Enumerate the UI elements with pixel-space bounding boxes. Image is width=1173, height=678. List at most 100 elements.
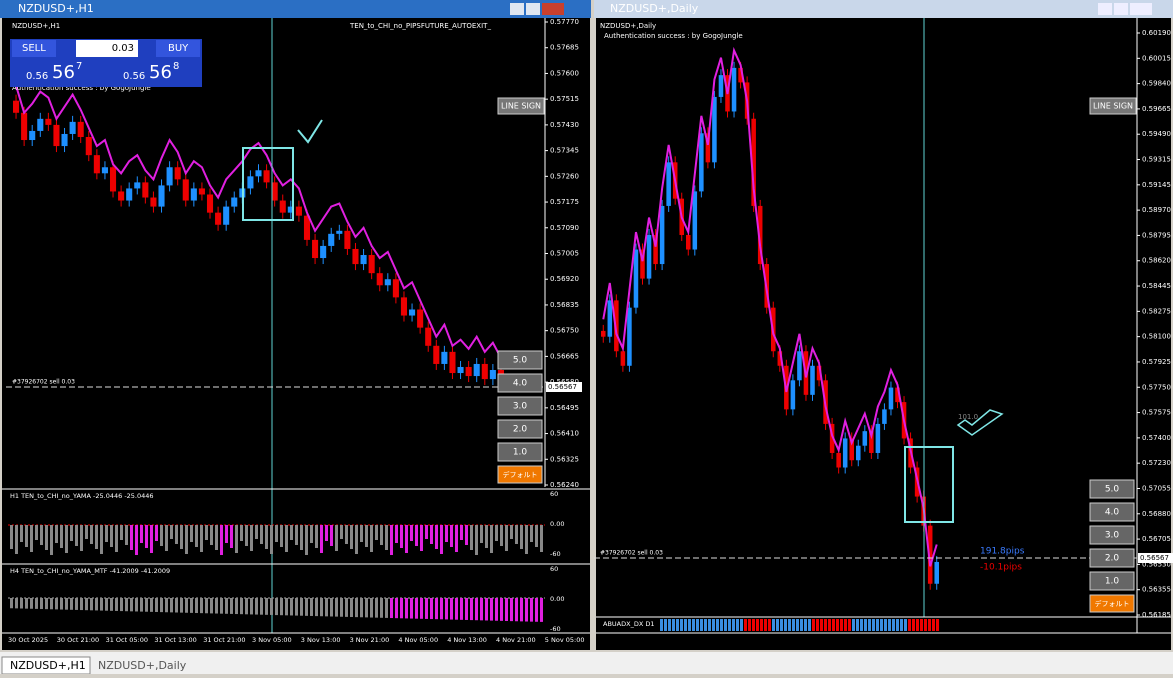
lot-button[interactable] [497,465,543,484]
price-label: 0.57400 [1142,434,1171,442]
histogram-bar [80,598,83,611]
buy-label[interactable]: BUY [168,43,189,54]
adx-bar [668,619,671,631]
lot-button[interactable] [497,350,543,370]
histogram-bar [55,525,58,543]
histogram-bar [85,598,88,611]
histogram-bar [160,598,163,613]
histogram-bar [110,598,113,611]
lot-button[interactable] [1089,479,1135,499]
lot-button-label[interactable]: 1.0 [513,448,528,458]
adx-bar [880,619,883,631]
candle [198,188,205,195]
histogram-bar [540,525,543,552]
price-label: 0.58795 [1142,231,1171,239]
line-sign-label[interactable]: LINE SIGN [501,102,541,111]
close-button[interactable] [1130,3,1152,15]
line-sign-button[interactable] [1089,97,1137,115]
histogram-bar [490,598,493,621]
lot-button-label[interactable]: 3.0 [513,402,528,412]
adx-bar [920,619,923,631]
histogram-bar [260,525,263,544]
maximize-button[interactable] [1114,3,1128,15]
lot-button[interactable] [1089,502,1135,522]
lot-button[interactable] [497,373,543,393]
candle [640,249,645,279]
lot-input[interactable] [76,40,138,57]
lot-button-label[interactable]: 2.0 [1105,554,1120,564]
time-label: 4 Nov 21:00 [496,636,536,644]
line-sign-label[interactable]: LINE SIGN [1093,102,1133,111]
tab-label[interactable]: NZDUSD+,H1 [10,659,86,672]
lot-button[interactable] [1089,571,1135,591]
lot-button[interactable] [497,396,543,416]
candle [45,118,52,125]
chart-label: NZDUSD+,Daily [600,22,656,30]
lot-button[interactable] [497,442,543,462]
lot-button[interactable] [1089,594,1135,613]
lot-button-label[interactable]: 5.0 [513,356,528,366]
lot-value[interactable]: 0.03 [112,43,134,54]
lot-button-label[interactable]: デフォルト [1095,599,1130,608]
histogram-bar [380,525,383,545]
line-sign-button[interactable] [497,97,545,115]
lot-button-label[interactable]: デフォルト [503,470,538,479]
histogram-bar [205,598,208,614]
minimize-button[interactable] [1098,3,1112,15]
histogram-bar [50,598,53,610]
candle [134,182,141,189]
minimize-button[interactable] [510,3,524,15]
sell-label[interactable]: SELL [22,43,46,54]
price-label: 0.57575 [1142,409,1171,417]
histogram-bar [385,525,388,550]
highlight-box [242,147,294,221]
lot-button-label[interactable]: 4.0 [1105,508,1120,518]
lot-button-label[interactable]: 1.0 [1105,577,1120,587]
candle [69,121,76,134]
maximize-button[interactable] [526,3,540,15]
candle [77,121,84,137]
histogram-bar [275,525,278,542]
candle [53,124,60,147]
level-label: 101.0 [958,413,978,421]
lot-button[interactable] [1089,525,1135,545]
histogram-bar [155,598,158,612]
lot-button[interactable] [1089,548,1135,568]
histogram-bar [250,525,253,551]
candle [13,100,20,113]
tab-label[interactable]: NZDUSD+,Daily [98,659,187,672]
close-button[interactable] [542,3,564,15]
adx-bar [756,619,759,631]
candle [174,167,181,180]
adx-bar [932,619,935,631]
adx-bar [904,619,907,631]
candle [247,176,254,189]
histogram-bar [500,598,503,621]
lot-button-label[interactable]: 4.0 [513,379,528,389]
histogram-bar [505,525,508,551]
histogram-bar [465,525,468,545]
price-tag [546,382,582,392]
histogram-bar [220,525,223,555]
price-label: 0.58100 [1142,333,1171,341]
histogram-bar [450,525,453,547]
buy-button[interactable] [156,40,200,57]
histogram-bar [245,525,248,546]
candle [481,363,488,380]
adx-bar [720,619,723,631]
histogram-bar [170,525,173,539]
histogram-bar [340,598,343,617]
lot-button-label[interactable]: 2.0 [513,425,528,435]
lot-button[interactable] [497,419,543,439]
adx-bar [692,619,695,631]
window-title: NZDUSD+,H1 [18,2,94,15]
lot-button-label[interactable]: 5.0 [1105,485,1120,495]
histogram-bar [215,598,218,614]
title-bar [0,0,591,18]
histogram-bar [345,525,348,544]
histogram-bar [290,598,293,616]
candle [425,327,432,346]
sell-button[interactable] [12,40,56,57]
histogram-bar [105,525,108,542]
lot-button-label[interactable]: 3.0 [1105,531,1120,541]
